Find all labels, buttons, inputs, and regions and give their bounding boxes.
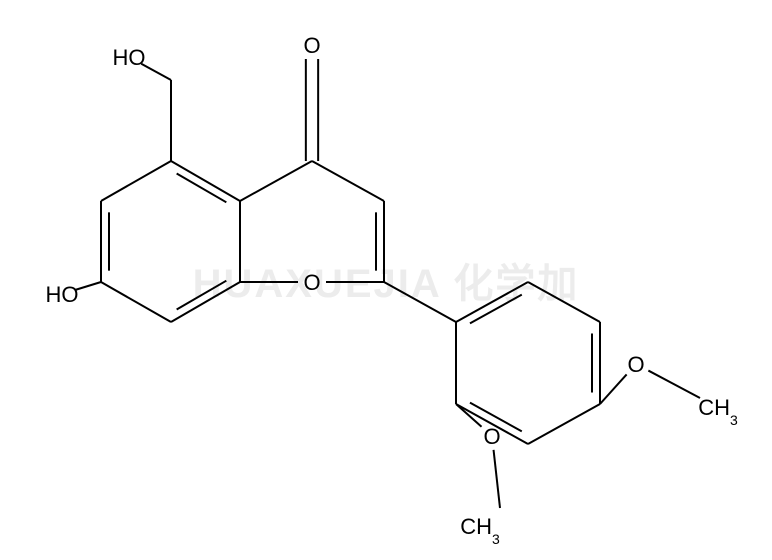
atom-label-layer: HO HO O O O O CH3 CH3 xyxy=(46,33,738,548)
atom-label-O_pyr: O xyxy=(303,270,320,295)
bond xyxy=(600,374,627,404)
molecule-canvas: HO HO O O O O CH3 CH3 xyxy=(0,0,772,560)
bond xyxy=(141,64,171,80)
atom-label-O_m1: O xyxy=(483,424,500,449)
atom-label-O_m2: O xyxy=(627,352,644,377)
bond xyxy=(528,282,600,322)
bond xyxy=(171,282,240,322)
bond xyxy=(75,282,101,290)
bond-layer xyxy=(75,59,700,508)
bond xyxy=(648,371,700,398)
atom-label-CH3_2: CH3 xyxy=(698,395,738,429)
atom-label-HO5: HO xyxy=(113,45,146,70)
bond xyxy=(240,161,312,201)
bond xyxy=(312,161,384,201)
bond xyxy=(101,161,171,201)
atom-label-O_ket: O xyxy=(303,33,320,58)
bond xyxy=(384,282,456,322)
atom-label-HO7: HO xyxy=(46,282,79,307)
bond xyxy=(101,282,171,322)
bond xyxy=(171,161,240,201)
bond xyxy=(528,404,600,444)
bond xyxy=(494,450,500,508)
bond xyxy=(456,282,528,322)
atom-label-CH3_1: CH3 xyxy=(460,514,500,548)
